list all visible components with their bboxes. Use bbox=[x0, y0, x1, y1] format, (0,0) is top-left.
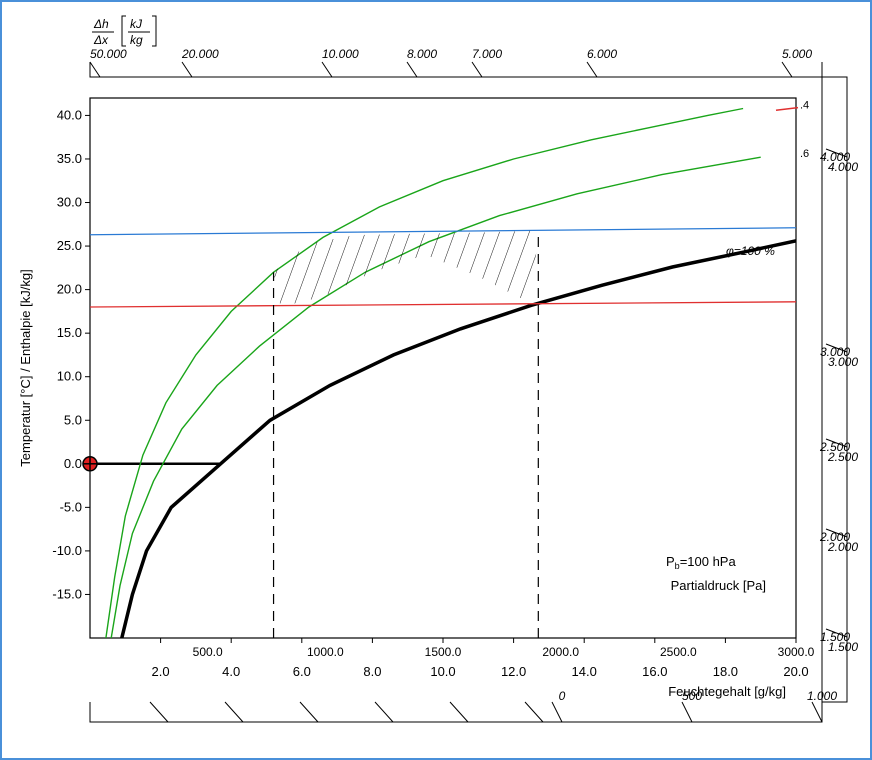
svg-text:2.500: 2.500 bbox=[827, 450, 858, 464]
svg-text:4.000: 4.000 bbox=[828, 160, 858, 174]
pa-tick: 1000.0 bbox=[307, 645, 344, 659]
y-tick: 20.0 bbox=[57, 282, 82, 297]
phi-tag-6: .6 bbox=[800, 148, 809, 160]
y-tick: 35.0 bbox=[57, 151, 82, 166]
pa-tick: 2500.0 bbox=[660, 645, 697, 659]
y-axis-label: Temperatur [°C] / Enthalpie [kJ/kg] bbox=[18, 269, 33, 466]
pa-tick: 2000.0 bbox=[542, 645, 579, 659]
pa-tick: 1500.0 bbox=[425, 645, 462, 659]
bottom-scale-tick: 0 bbox=[559, 689, 566, 703]
dh-label: Δh bbox=[93, 17, 109, 31]
top-scale-tick: 10.000 bbox=[322, 47, 359, 61]
top-scale-tick: 8.000 bbox=[407, 47, 437, 61]
pa-tick: 3000.0 bbox=[778, 645, 815, 659]
bottom-scale-frame bbox=[90, 702, 822, 722]
top-scale-tick: 50.000 bbox=[90, 47, 127, 61]
svg-text:3.000: 3.000 bbox=[828, 355, 858, 369]
top-scale-tick: 5.000 bbox=[782, 47, 812, 61]
x-tick: 20.0 bbox=[783, 664, 808, 679]
y-tick: 25.0 bbox=[57, 238, 82, 253]
y-tick: 30.0 bbox=[57, 195, 82, 210]
x-tick: 8.0 bbox=[363, 664, 381, 679]
y-tick: 5.0 bbox=[64, 412, 82, 427]
dx-label: Δx bbox=[93, 33, 109, 47]
phi-tag-4: .4 bbox=[800, 99, 809, 111]
y-tick: -10.0 bbox=[52, 543, 82, 558]
pa-axis-label: Partialdruck [Pa] bbox=[671, 578, 766, 593]
x-tick: 14.0 bbox=[572, 664, 597, 679]
top-scale-tick: 6.000 bbox=[587, 47, 617, 61]
x-tick: 12.0 bbox=[501, 664, 526, 679]
x-tick: 18.0 bbox=[713, 664, 738, 679]
x-axis-label: Feuchtegehalt [g/kg] bbox=[668, 684, 786, 699]
top-scale-tick: 20.000 bbox=[181, 47, 219, 61]
kj-label: kJ bbox=[130, 17, 143, 31]
bottom-scale-tick: 1.000 bbox=[807, 689, 837, 703]
svg-text:1.500: 1.500 bbox=[828, 640, 858, 654]
y-tick: 10.0 bbox=[57, 369, 82, 384]
y-tick: 40.0 bbox=[57, 107, 82, 122]
y-tick: 15.0 bbox=[57, 325, 82, 340]
y-tick: -5.0 bbox=[60, 499, 82, 514]
pa-tick: 500.0 bbox=[193, 645, 223, 659]
x-tick: 16.0 bbox=[642, 664, 667, 679]
x-tick: 6.0 bbox=[293, 664, 311, 679]
svg-text:2.000: 2.000 bbox=[827, 540, 858, 554]
kg-label: kg bbox=[130, 33, 143, 47]
y-tick: 0.0 bbox=[64, 456, 82, 471]
chart-container: 50.000 20.000 10.000 8.000 7.000 6.000 5.000 Δh… bbox=[0, 0, 872, 760]
phi100-label: φ=100 % bbox=[726, 244, 775, 258]
top-scale-tick: 7.000 bbox=[472, 47, 502, 61]
x-tick: 2.0 bbox=[152, 664, 170, 679]
y-tick: -15.0 bbox=[52, 586, 82, 601]
x-tick: 10.0 bbox=[430, 664, 455, 679]
mollier-chart: 50.000 20.000 10.000 8.000 7.000 6.000 5.000 Δh… bbox=[2, 2, 870, 758]
x-tick: 4.0 bbox=[222, 664, 240, 679]
